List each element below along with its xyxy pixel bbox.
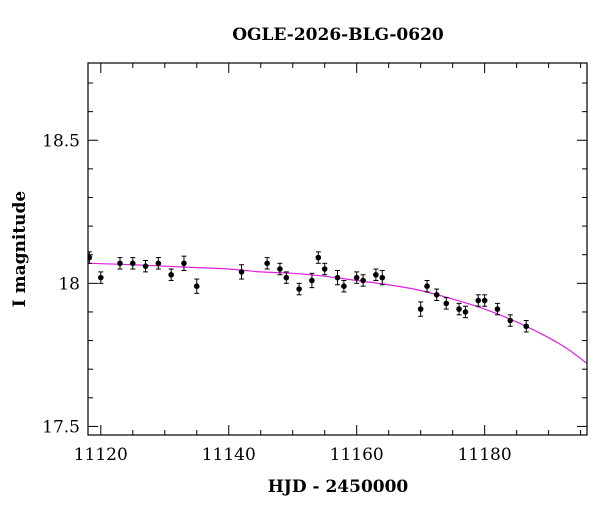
data-marker xyxy=(353,274,360,281)
data-marker xyxy=(494,306,501,312)
data-marker xyxy=(417,306,424,312)
data-marker xyxy=(456,306,462,312)
data-point xyxy=(341,279,347,293)
data-marker xyxy=(117,260,123,267)
y-tick-label: 18.5 xyxy=(42,131,80,151)
data-point xyxy=(264,257,270,270)
x-tick-label: 11180 xyxy=(458,445,512,465)
x-tick-label: 11140 xyxy=(202,445,256,465)
data-point xyxy=(456,302,462,316)
data-marker xyxy=(88,254,93,261)
data-marker xyxy=(168,271,174,278)
data-marker xyxy=(321,266,328,272)
data-layer xyxy=(88,251,587,364)
data-marker xyxy=(341,283,347,290)
data-marker xyxy=(523,323,530,330)
data-marker xyxy=(373,271,379,278)
data-point xyxy=(334,269,341,286)
data-point xyxy=(507,314,514,327)
data-point xyxy=(353,271,360,284)
data-point xyxy=(168,268,174,281)
data-point xyxy=(523,320,530,333)
y-tick-label: 18 xyxy=(58,274,80,294)
data-point xyxy=(379,269,386,286)
y-axis-label: I magnitude xyxy=(10,191,30,308)
data-marker xyxy=(507,317,514,324)
data-point xyxy=(97,271,104,284)
data-point xyxy=(88,251,93,264)
data-marker xyxy=(424,283,430,290)
data-point xyxy=(462,305,469,319)
data-marker xyxy=(462,309,469,315)
plot-area xyxy=(88,251,587,364)
data-point xyxy=(481,294,488,307)
data-point xyxy=(321,262,328,276)
data-marker xyxy=(475,297,482,304)
data-marker xyxy=(443,300,450,307)
data-marker xyxy=(379,274,386,281)
data-marker xyxy=(433,291,440,298)
data-marker xyxy=(181,260,187,267)
data-point xyxy=(315,251,322,264)
data-marker xyxy=(129,260,136,267)
data-point xyxy=(155,257,162,270)
data-point xyxy=(443,297,450,310)
data-point xyxy=(494,302,501,316)
data-marker xyxy=(334,274,341,281)
plot-frame xyxy=(87,62,588,436)
data-marker xyxy=(283,274,290,281)
data-marker xyxy=(277,266,283,272)
x-tick-label: 11120 xyxy=(74,445,128,465)
data-marker xyxy=(193,283,200,290)
y-tick-label: 17.5 xyxy=(42,417,80,437)
chart-title: OGLE-2026-BLG-0620 xyxy=(232,25,444,45)
data-point xyxy=(417,301,424,317)
data-point xyxy=(193,278,200,294)
data-point xyxy=(181,255,187,271)
data-point xyxy=(373,268,379,281)
data-marker xyxy=(97,274,104,281)
data-point xyxy=(424,279,430,293)
data-marker xyxy=(481,297,488,304)
data-marker xyxy=(238,269,245,275)
x-tick-label: 11160 xyxy=(330,445,384,465)
data-marker xyxy=(155,260,162,267)
data-point xyxy=(117,257,123,270)
data-marker xyxy=(142,263,149,269)
data-marker xyxy=(264,260,270,267)
data-marker xyxy=(296,286,302,292)
data-point xyxy=(283,271,290,284)
data-point xyxy=(433,288,440,302)
data-point xyxy=(475,294,482,307)
data-marker xyxy=(315,254,322,261)
data-point xyxy=(309,272,315,289)
x-axis-label: HJD - 2450000 xyxy=(268,477,409,497)
data-marker xyxy=(309,277,315,284)
data-point xyxy=(129,257,136,270)
data-point xyxy=(238,264,245,280)
data-point xyxy=(296,282,302,296)
data-point xyxy=(142,259,149,273)
data-point xyxy=(360,274,366,287)
data-point xyxy=(277,262,283,276)
data-marker xyxy=(360,277,366,284)
axes-ticks: 11120 11140 11160 11180 17.5 18 18.5 xyxy=(42,63,587,465)
